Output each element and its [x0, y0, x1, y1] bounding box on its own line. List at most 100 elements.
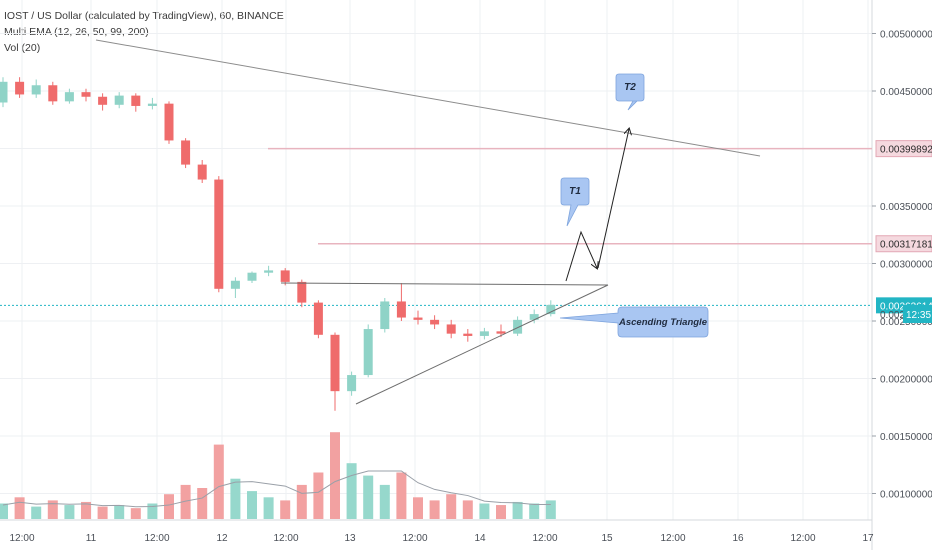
- volume-bar: [47, 500, 58, 519]
- volume-bar: [413, 497, 423, 519]
- time-axis-label: 12:00: [790, 533, 815, 544]
- candle-body[interactable]: [48, 85, 58, 102]
- candle-body[interactable]: [15, 81, 25, 95]
- volume-bar: [180, 484, 191, 519]
- candle-body[interactable]: [181, 140, 191, 165]
- candle-body[interactable]: [529, 314, 539, 320]
- volume-bar: [346, 463, 357, 519]
- candle-body[interactable]: [347, 375, 357, 392]
- price-axis-label: 0.00500000: [880, 30, 932, 41]
- volume-bar: [64, 505, 75, 519]
- triangle-resistance-line[interactable]: [280, 282, 609, 286]
- level-price-badge: [875, 235, 932, 253]
- ascending-triangle-callout[interactable]: [559, 306, 709, 338]
- volume-bar: [31, 506, 42, 519]
- price-axis-label: 0.00100000: [880, 490, 932, 501]
- time-axis-label: 12:00: [144, 533, 169, 544]
- t2-callout-text: T2: [624, 82, 636, 93]
- t1-callout-text: T1: [569, 186, 581, 197]
- time-axis-label: 12: [216, 533, 228, 544]
- volume-bar: [429, 500, 440, 519]
- candle-body[interactable]: [64, 92, 74, 102]
- candle-body[interactable]: [363, 329, 373, 376]
- volume-bar: [230, 478, 241, 519]
- time-axis-label: 12:00: [402, 533, 427, 544]
- countdown-badge-text: 12:35: [906, 310, 931, 321]
- candle-body[interactable]: [31, 85, 41, 95]
- candle-body[interactable]: [197, 164, 207, 180]
- volume-bar: [379, 484, 390, 519]
- candle-body[interactable]: [81, 92, 91, 97]
- candle-body[interactable]: [131, 95, 141, 106]
- candle-body[interactable]: [0, 81, 8, 103]
- candle-body[interactable]: [264, 270, 274, 273]
- projection-path-t2[interactable]: [597, 129, 629, 269]
- candle-body[interactable]: [313, 302, 323, 335]
- volume-bar: [164, 494, 174, 519]
- time-axis-label: 12:00: [660, 533, 685, 544]
- volume-bar: [97, 506, 108, 519]
- level-price-badge: [875, 140, 932, 158]
- candle-body[interactable]: [98, 96, 108, 105]
- projection-path-t1[interactable]: [565, 230, 597, 282]
- time-axis-label: 12:00: [9, 533, 34, 544]
- price-axis-label: 0.00300000: [880, 260, 932, 271]
- candle-body[interactable]: [330, 334, 340, 392]
- price-axis-label: 0.00350000: [880, 202, 932, 213]
- volume-bar: [529, 503, 540, 519]
- price-axis-label: 0.00200000: [880, 375, 932, 386]
- price-axis-label-partial: 0.002: [880, 310, 905, 321]
- candle-body[interactable]: [380, 301, 390, 330]
- candle-body[interactable]: [513, 319, 523, 334]
- time-axis-label: 14: [474, 533, 486, 544]
- candle-body[interactable]: [546, 304, 556, 315]
- candle-body[interactable]: [214, 179, 224, 289]
- candle-body[interactable]: [230, 280, 240, 289]
- candle-body[interactable]: [297, 281, 307, 303]
- time-axis-label: 12:00: [273, 533, 298, 544]
- countdown-badge: [903, 305, 932, 323]
- price-axis-label: 0.00450000: [880, 87, 932, 98]
- candle-body[interactable]: [247, 272, 257, 281]
- time-axis-label: 13: [344, 533, 356, 544]
- volume-bar: [14, 497, 25, 519]
- volume-bar: [280, 500, 291, 519]
- candle-body[interactable]: [446, 324, 456, 334]
- volume-bar: [396, 472, 407, 519]
- t2-callout[interactable]: [615, 73, 645, 111]
- ascending-triangle-callout-text: Ascending Triangle: [618, 317, 708, 328]
- t1-callout[interactable]: [560, 177, 590, 227]
- candle-body[interactable]: [164, 103, 174, 141]
- volume-bar: [0, 503, 8, 519]
- volume-ma-line: [2, 470, 551, 508]
- volume-bar: [81, 501, 91, 519]
- candle-body[interactable]: [463, 333, 473, 336]
- time-axis-label: 16: [732, 533, 744, 544]
- candle-body[interactable]: [479, 331, 489, 336]
- price-axis-label: 0.00150000: [880, 432, 932, 443]
- level-price-badge-text: 0.00399892: [880, 145, 932, 156]
- candle-body[interactable]: [147, 103, 157, 106]
- candle-body[interactable]: [430, 319, 440, 325]
- volume-bar: [446, 494, 457, 519]
- time-axis-label: 12:00: [532, 533, 557, 544]
- candle-body[interactable]: [396, 301, 406, 318]
- descending-trendline[interactable]: [95, 39, 761, 157]
- time-axis-label: 17: [862, 533, 874, 544]
- candle-body[interactable]: [413, 317, 423, 320]
- volume-bar: [330, 432, 340, 519]
- candle-body[interactable]: [114, 95, 124, 105]
- volume-bar: [479, 503, 490, 519]
- volume-bar: [462, 500, 473, 519]
- ema-indicator-label[interactable]: Multi EMA (12, 26, 50, 99, 200): [4, 26, 149, 38]
- volume-bar: [296, 484, 307, 519]
- volume-bar: [247, 491, 257, 519]
- candle-body[interactable]: [280, 270, 290, 282]
- volume-bar: [197, 488, 208, 519]
- volume-bar: [313, 472, 324, 519]
- candle-body[interactable]: [496, 331, 506, 334]
- triangle-support-line[interactable]: [355, 284, 609, 405]
- volume-bar: [130, 508, 141, 519]
- volume-bar: [263, 497, 274, 519]
